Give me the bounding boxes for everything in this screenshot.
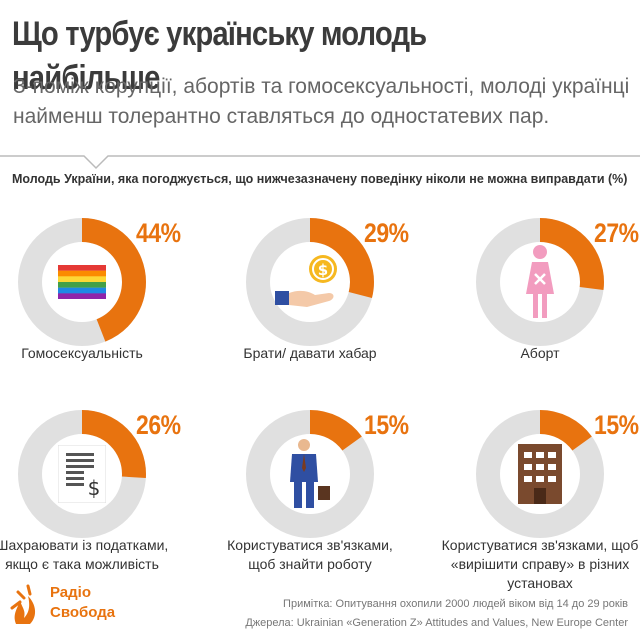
category-label-line: Аборт xyxy=(520,345,560,361)
businessman-icon xyxy=(288,438,332,515)
category-label: Користуватися зв'язками, щоб «вирішити сп… xyxy=(430,536,640,593)
category-label-line: Гомосексуальність xyxy=(21,345,143,361)
radio-svoboda-logo: Радіо Свобода xyxy=(8,574,128,630)
category-label-line: Користуватися зв'язками, щоб xyxy=(441,537,639,553)
value-label: 26% xyxy=(136,410,181,440)
donut-chart xyxy=(18,410,146,538)
category-label: Аборт xyxy=(430,344,640,363)
donut-chart xyxy=(18,218,146,346)
value-label: 27% xyxy=(594,218,639,248)
category-label-line: Брати/ давати хабар xyxy=(243,345,377,361)
woman-icon xyxy=(524,244,556,325)
source-note: Джерела: Ukrainian «Generation Z» Attitu… xyxy=(245,617,628,629)
donut-value-arc xyxy=(246,410,374,538)
category-label: Шахраювати із податками, якщо є така можл… xyxy=(0,536,192,574)
category-label: Брати/ давати хабар xyxy=(200,344,420,363)
footnote: Примітка: Опитування охопили 2000 людей … xyxy=(283,598,628,610)
rainbow-flag-icon xyxy=(58,265,106,304)
category-label-line: «вирішити справу» в різних xyxy=(450,556,630,572)
category-label-line: щоб знайти роботу xyxy=(248,556,372,572)
divider-with-pointer xyxy=(0,155,640,170)
tax-document-icon: $ xyxy=(57,444,107,508)
donut-value-arc xyxy=(18,410,146,538)
category-label-line: Користуватися зв'язками, xyxy=(227,537,393,553)
bribe-hand-icon: $ xyxy=(275,253,345,316)
page-subtitle: З-поміж корупції, абортів та гомосексуал… xyxy=(13,75,630,128)
donut-value-arc xyxy=(476,410,604,538)
logo-line1: Радіо xyxy=(50,584,92,601)
donut-value-arc xyxy=(246,218,374,346)
donut-chart xyxy=(246,410,374,538)
page-title: Що турбує українську молодь найбільше xyxy=(12,15,427,97)
donut-chart xyxy=(476,218,604,346)
svg-text:$: $ xyxy=(88,476,101,500)
donut-chart xyxy=(476,410,604,538)
category-label-line: Шахраювати із податками, xyxy=(0,537,169,553)
building-icon xyxy=(518,444,562,509)
donut-chart xyxy=(246,218,374,346)
category-label-line: якщо є така можливість xyxy=(5,556,159,572)
logo-flame-icon xyxy=(10,584,36,624)
donut-value-arc xyxy=(476,218,604,346)
logo-line2: Свобода xyxy=(50,604,116,621)
value-label: 29% xyxy=(364,218,409,248)
value-label: 15% xyxy=(364,410,409,440)
donut-value-arc xyxy=(18,218,146,346)
chart-title: Молодь України, яка погоджується, що ниж… xyxy=(12,172,628,186)
category-label: Гомосексуальність xyxy=(0,344,192,363)
svg-text:$: $ xyxy=(318,261,328,279)
value-label: 15% xyxy=(594,410,639,440)
value-label: 44% xyxy=(136,218,181,248)
category-label-line: установах xyxy=(507,575,573,591)
category-label: Користуватися зв'язками, щоб знайти робот… xyxy=(200,536,420,574)
